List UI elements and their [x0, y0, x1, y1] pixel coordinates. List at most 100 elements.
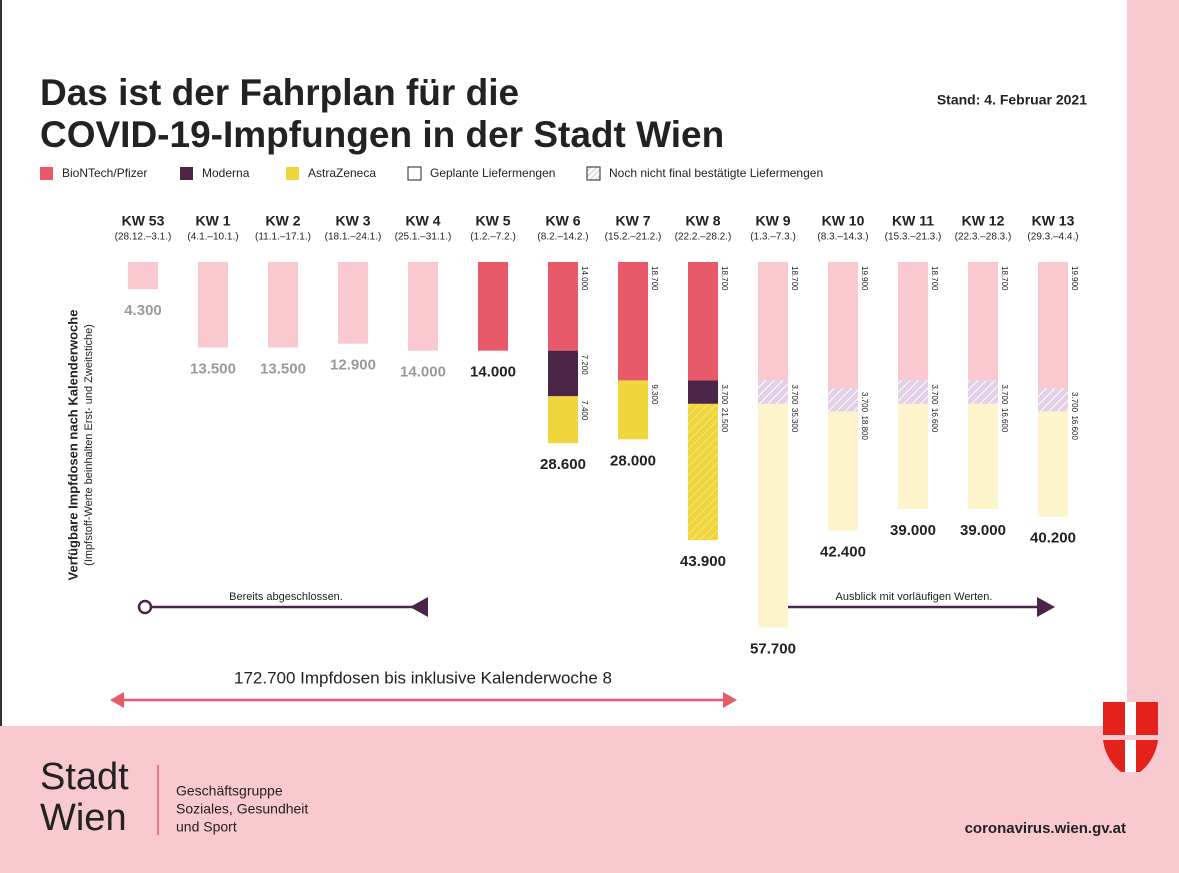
total-label: 12.900 [330, 357, 376, 374]
bar-segment [898, 403, 928, 509]
bar-segment [898, 380, 928, 404]
category-label: KW 6 [546, 213, 581, 229]
annotation: Bereits abgeschlossen. [229, 591, 343, 603]
legend-label: AstraZeneca [308, 166, 376, 180]
category-label: KW 2 [266, 213, 301, 229]
category-date: (4.1.–10.1.) [187, 232, 238, 243]
category-date: (15.2.–21.2.) [605, 232, 662, 243]
bar-segment [688, 403, 718, 541]
total-label: 28.000 [610, 452, 656, 469]
segment-label: 3.700 [790, 384, 799, 405]
category-date: (1.3.–7.3.) [750, 232, 796, 243]
category-date: (15.3.–21.3.) [885, 232, 942, 243]
segment-label: 3.700 [1070, 392, 1079, 413]
category-label: KW 1 [196, 213, 231, 229]
bar-segment [828, 262, 858, 389]
segment-label: 3.700 [1000, 384, 1009, 405]
bar-segment [968, 403, 998, 509]
legend-swatch [586, 166, 601, 181]
footer-band [0, 726, 1179, 873]
segment-label: 3.700 [930, 384, 939, 405]
segment-label: 3.700 [860, 392, 869, 413]
segment-label: 9.300 [650, 384, 659, 405]
category-date: (8.2.–14.2.) [537, 232, 588, 243]
legend-swatch [180, 167, 193, 180]
footer-url: coronavirus.wien.gv.at [965, 820, 1126, 837]
bar-segment [408, 262, 438, 351]
bar-segment [758, 403, 788, 628]
category-label: KW 3 [336, 213, 371, 229]
segment-label: 14.000 [580, 266, 589, 291]
legend-label: Geplante Liefermengen [430, 166, 555, 180]
category-date: (8.3.–14.3.) [817, 232, 868, 243]
left-edge [0, 0, 2, 726]
total-label: 14.000 [470, 364, 516, 381]
segment-label: 21.500 [720, 408, 729, 433]
total-label: 13.500 [190, 360, 236, 377]
segment-label: 18.700 [720, 266, 729, 291]
stand-date: Stand: 4. Februar 2021 [937, 92, 1087, 108]
segment-label: 7.400 [580, 400, 589, 421]
y-axis-sublabel: (Impfstoff-Werte beinhalten Erst- und Zw… [83, 324, 95, 566]
bar-segment [128, 262, 158, 290]
bar-segment [968, 262, 998, 381]
segment-label: 35.300 [790, 408, 799, 433]
legend-label: Moderna [202, 166, 250, 180]
bar-segment [478, 262, 508, 351]
segment-label: 16.600 [1000, 408, 1009, 433]
logo-text: Wien [40, 797, 127, 839]
total-label: 39.000 [890, 522, 936, 539]
bar-segment [338, 262, 368, 344]
segment-label: 18.700 [1000, 266, 1009, 291]
bar-segment [758, 262, 788, 381]
segment-label: 18.800 [860, 415, 869, 440]
total-label: 40.200 [1030, 530, 1076, 547]
bar-segment [548, 350, 578, 397]
category-date: (22.2.–28.2.) [675, 232, 732, 243]
annotation: Ausblick mit vorläufigen Werten. [836, 591, 993, 603]
wien-shield [1103, 702, 1158, 772]
department: Soziales, Gesundheit [176, 801, 308, 817]
total-label: 43.900 [680, 553, 726, 570]
span-head [110, 692, 124, 708]
category-date: (28.12.–3.1.) [115, 232, 172, 243]
bar-segment [688, 262, 718, 381]
segment-label: 18.700 [650, 266, 659, 291]
legend-label: Noch nicht final bestätigte Liefermengen [609, 166, 823, 180]
legend-swatch [286, 167, 299, 180]
bar-segment [828, 411, 858, 531]
total-label: 14.000 [400, 364, 446, 381]
category-label: KW 13 [1032, 213, 1075, 229]
category-label: KW 12 [962, 213, 1005, 229]
category-date: (11.1.–17.1.) [255, 232, 311, 243]
arrow-start [137, 599, 153, 615]
segment-label: 3.700 [720, 384, 729, 405]
department: Geschäftsgruppe [176, 783, 283, 799]
category-date: (22.3.–28.3.) [955, 232, 1012, 243]
legend-swatch [40, 167, 53, 180]
segment-label: 7.200 [580, 355, 589, 376]
logo-text: Stadt [40, 756, 129, 798]
span-head [723, 692, 737, 708]
arrow-head [410, 597, 428, 617]
segment-label: 18.700 [930, 266, 939, 291]
title-line: COVID-19-Impfungen in der Stadt Wien [40, 114, 724, 155]
bar-segment [1038, 411, 1068, 517]
bar-segment [968, 380, 998, 404]
total-label: 13.500 [260, 360, 306, 377]
category-label: KW 9 [756, 213, 791, 229]
total-label: 39.000 [960, 522, 1006, 539]
category-date: (29.3.–4.4.) [1027, 232, 1078, 243]
arrow-past: Bereits abgeschlossen. [137, 591, 428, 617]
category-date: (25.1.–31.1.) [395, 232, 452, 243]
arrow-head [1037, 597, 1055, 617]
segment-label: 19.900 [1070, 266, 1079, 291]
bar-segment [548, 396, 578, 444]
bar-segment [1038, 388, 1068, 412]
category-label: KW 4 [406, 213, 441, 229]
bar-segment [688, 380, 718, 404]
bar-segment [758, 380, 788, 404]
legend-swatch [407, 166, 422, 181]
category-date: (18.1.–24.1.) [325, 232, 382, 243]
